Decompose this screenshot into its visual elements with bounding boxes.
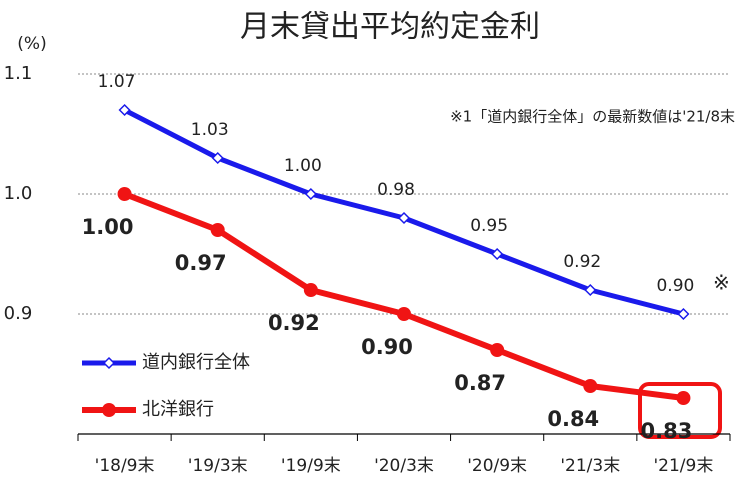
data-label: 0.97: [175, 251, 227, 275]
x-tick-label: '21/3末: [560, 456, 620, 476]
y-tick-label: 0.9: [4, 303, 33, 324]
point: [677, 307, 690, 321]
data-label: 1.00: [82, 215, 134, 239]
data-label: 0.98: [377, 180, 415, 200]
point: [210, 223, 225, 237]
data-label: 1.07: [98, 72, 136, 92]
data-label: 0.90: [361, 335, 413, 359]
data-label: 1.00: [284, 156, 322, 176]
y-tick-label: 1.1: [4, 63, 33, 84]
point: [676, 391, 691, 405]
highlight-box: [638, 382, 722, 439]
y-axis-label: (%): [17, 34, 46, 54]
legend-label: 北洋銀行: [142, 399, 214, 420]
data-label: 0.87: [454, 371, 506, 395]
point: [211, 151, 224, 165]
note-mark: ※: [713, 271, 730, 295]
data-label: 0.90: [656, 276, 694, 296]
x-tick-label: '21/9末: [653, 456, 713, 476]
point: [304, 187, 317, 201]
point: [102, 356, 116, 370]
x-tick-label: '20/3末: [374, 456, 434, 476]
chart-title: 月末貸出平均約定金利: [240, 10, 540, 45]
point: [491, 247, 504, 261]
annotation: ※1「道内銀行全体」の最新数値は'21/8末: [450, 108, 735, 126]
point: [102, 403, 116, 417]
data-label: 0.84: [547, 407, 599, 431]
point: [490, 343, 505, 357]
data-label: 0.95: [470, 216, 508, 236]
point: [303, 283, 318, 297]
data-label: 1.03: [191, 120, 229, 140]
y-tick-label: 1.0: [4, 183, 33, 204]
legend-label: 道内銀行全体: [142, 352, 250, 373]
data-label: 0.92: [563, 252, 601, 272]
point: [583, 379, 598, 393]
point: [117, 187, 132, 201]
x-tick-label: '18/9末: [95, 456, 155, 476]
data-label: 0.92: [268, 311, 320, 335]
data-label: 0.83: [641, 419, 693, 443]
point: [118, 103, 131, 117]
x-tick-label: '19/9末: [281, 456, 341, 476]
point: [584, 283, 597, 297]
point: [397, 211, 411, 225]
point: [397, 307, 411, 321]
x-tick-label: '20/9末: [467, 456, 527, 476]
x-tick-label: '19/3末: [188, 456, 248, 476]
